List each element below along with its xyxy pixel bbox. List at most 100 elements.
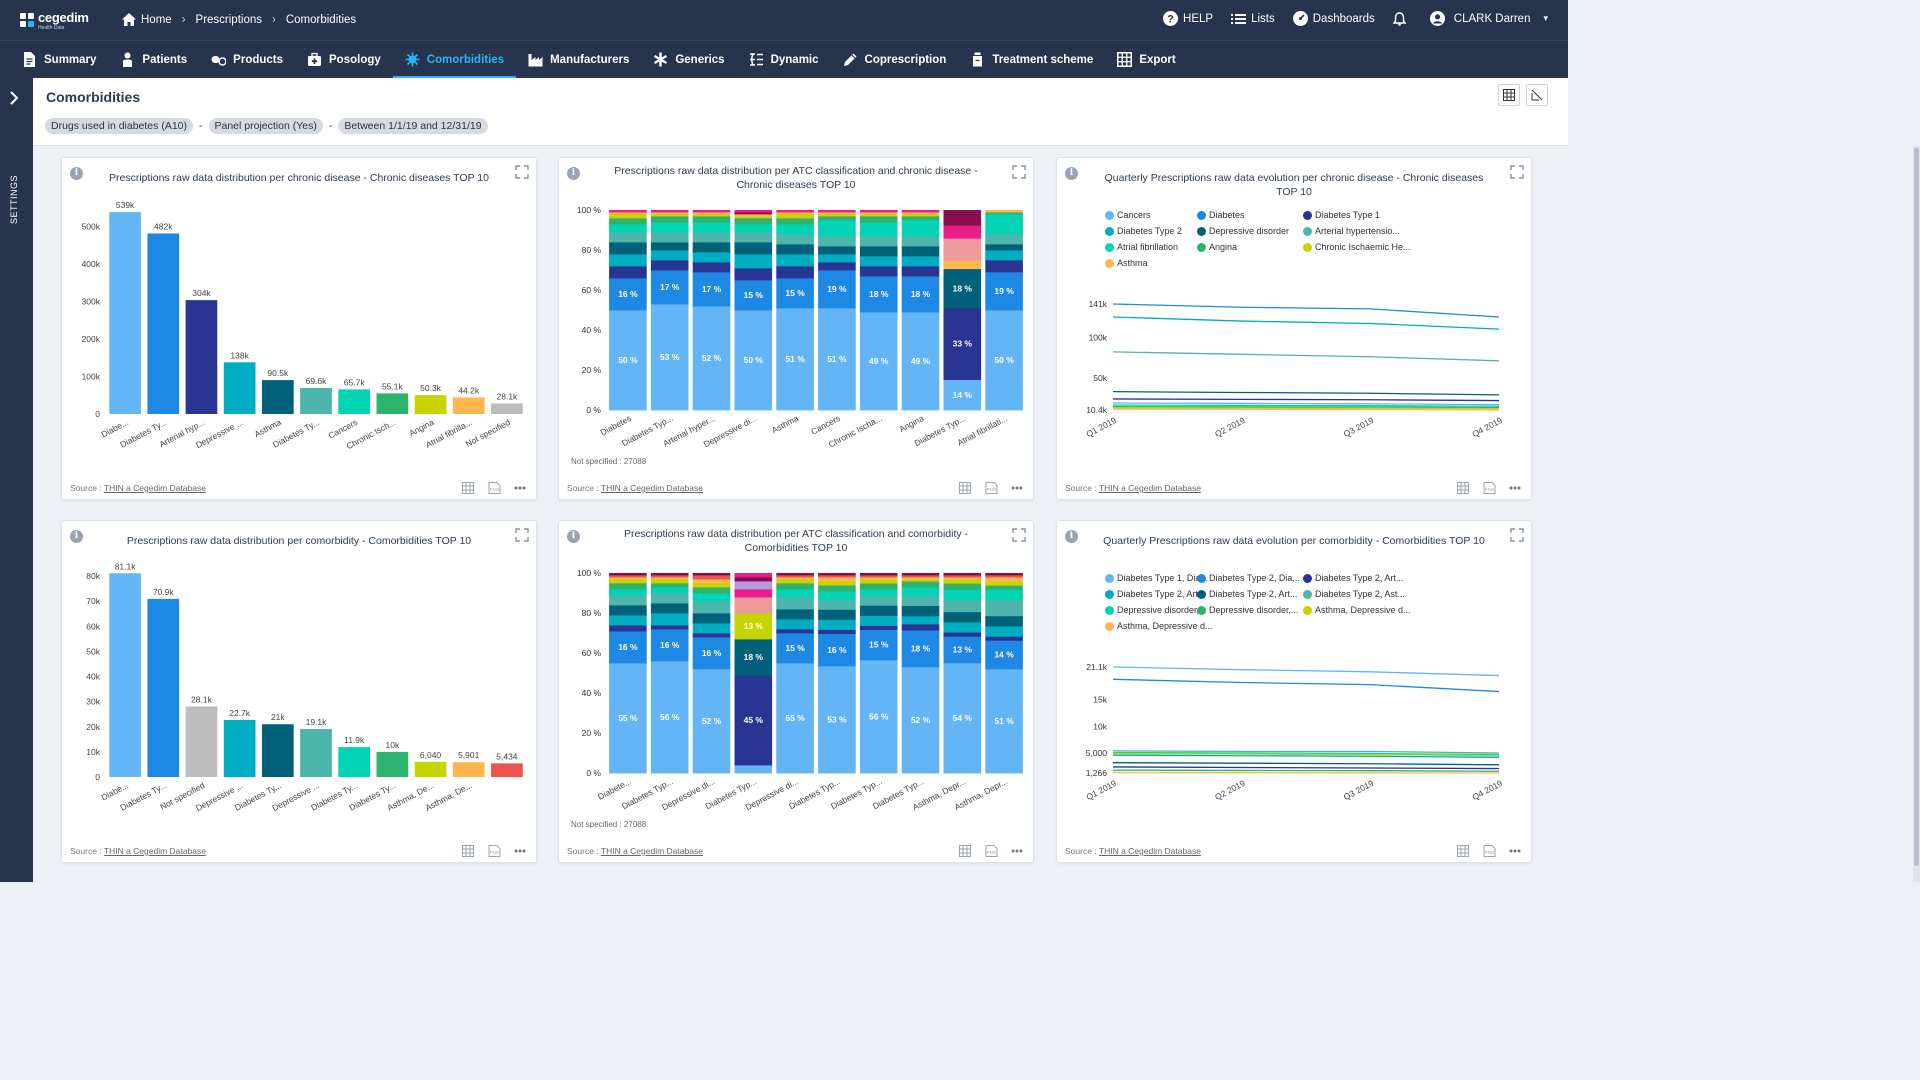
menu-item-patients[interactable]: Patients (108, 41, 199, 78)
segment-data-label: 17 % (702, 284, 722, 294)
expand-icon[interactable] (1012, 528, 1026, 542)
legend-item[interactable]: Diabetes Type 2, Art... (1197, 589, 1297, 599)
more-icon (1509, 849, 1521, 853)
menu-item-summary[interactable]: Summary (10, 41, 108, 78)
breadcrumb-home[interactable]: Home (141, 13, 172, 26)
source-link[interactable]: THIN a Cegedim Database (1098, 483, 1201, 493)
info-icon[interactable]: i (1065, 167, 1078, 180)
table-view-button[interactable] (1453, 843, 1473, 859)
info-icon[interactable]: i (70, 167, 83, 180)
cegedim-logo[interactable]: cegedim Health Data (20, 10, 89, 31)
legend-item[interactable]: Diabetes Type 2, Art... (1105, 589, 1205, 599)
more-options-button[interactable] (510, 480, 530, 496)
menu-item-export[interactable]: Export (1105, 41, 1187, 78)
stacked-segment (859, 579, 898, 584)
stacked-segment (650, 661, 689, 774)
stacked-segment (943, 268, 982, 309)
info-icon[interactable]: i (1065, 530, 1078, 543)
source-link[interactable]: THIN a Cegedim Database (103, 846, 206, 856)
table-view-button[interactable] (1453, 480, 1473, 496)
expand-icon[interactable] (1510, 165, 1524, 179)
png-export-button[interactable]: PNG (484, 480, 504, 496)
table-view-button[interactable] (458, 843, 478, 859)
legend-item[interactable]: Asthma, Depressive d... (1303, 605, 1411, 615)
legend-item[interactable]: Diabetes Type 1, Dia... (1105, 573, 1208, 583)
legend-item[interactable]: Cancers (1105, 210, 1151, 220)
png-export-button[interactable]: PNG (981, 843, 1001, 859)
legend-item[interactable]: Asthma (1105, 258, 1148, 268)
legend-item[interactable]: Diabetes Type 2, Ast... (1303, 589, 1405, 599)
source-link[interactable]: THIN a Cegedim Database (600, 846, 703, 856)
series-line (1112, 398, 1500, 402)
png-export-button[interactable]: PNG (981, 480, 1001, 496)
notifications-button[interactable] (1392, 11, 1406, 26)
filter-chip-period[interactable]: Between 1/1/19 and 12/31/19 (338, 118, 488, 134)
menu-item-coprescription[interactable]: Coprescription (831, 41, 959, 78)
info-icon[interactable]: i (70, 530, 83, 543)
legend-item[interactable]: Diabetes Type 2, Art... (1303, 573, 1403, 583)
breadcrumb-prescriptions[interactable]: Prescriptions (195, 13, 262, 26)
legend-item[interactable]: Depressive disorder,... (1197, 605, 1299, 615)
legend-item[interactable]: Chronic Ischaemic He... (1303, 242, 1411, 252)
table-view-button[interactable] (955, 480, 975, 496)
chart-title: Quarterly Prescriptions raw data evoluti… (1103, 535, 1485, 547)
more-options-button[interactable] (1505, 843, 1525, 859)
legend-item[interactable]: Diabetes Type 1 (1303, 210, 1380, 220)
table-view-button[interactable] (1498, 84, 1520, 106)
source-link[interactable]: THIN a Cegedim Database (1098, 846, 1201, 856)
settings-sidebar[interactable]: SETTINGS (0, 78, 33, 882)
legend-item[interactable]: Asthma, Depressive d... (1105, 621, 1213, 631)
legend-swatch (1303, 210, 1312, 220)
source-link[interactable]: THIN a Cegedim Database (103, 483, 206, 493)
table-view-button[interactable] (955, 843, 975, 859)
legend-item[interactable]: Depressive disorder,... (1105, 605, 1207, 615)
logo-mark-icon (20, 13, 34, 27)
page-scrollbar[interactable] (1913, 146, 1920, 882)
scrollbar-thumb[interactable] (1914, 148, 1919, 866)
lists-button[interactable]: Lists (1231, 13, 1275, 25)
filter-chip-projection[interactable]: Panel projection (Yes) (208, 118, 323, 134)
menu-item-label: Summary (44, 53, 97, 66)
more-options-button[interactable] (1007, 480, 1027, 496)
legend-item[interactable]: Depressive disorder (1197, 226, 1289, 236)
png-export-button[interactable]: PNG (1479, 843, 1499, 859)
stacked-segment (818, 220, 856, 237)
legend-item[interactable]: Angina (1197, 242, 1237, 252)
expand-icon[interactable] (515, 528, 529, 542)
more-options-button[interactable] (1505, 480, 1525, 496)
menu-item-dynamic[interactable]: Dynamic (737, 41, 831, 78)
png-export-button[interactable]: PNG (1479, 480, 1499, 496)
info-icon[interactable]: i (567, 530, 580, 543)
menu-item-manufacturers[interactable]: Manufacturers (516, 41, 641, 78)
menu-item-products[interactable]: Products (199, 41, 295, 78)
legend-item[interactable]: Diabetes Type 2, Dia... (1197, 573, 1300, 583)
stacked-segment (609, 224, 647, 233)
stacked-segment (901, 630, 940, 668)
legend-item[interactable]: Atrial fibrillation (1105, 242, 1178, 252)
table-view-button[interactable] (458, 480, 478, 496)
menu-item-posology[interactable]: Posology (295, 41, 393, 78)
menu-item-generics[interactable]: Generics (641, 41, 736, 78)
more-options-button[interactable] (510, 843, 530, 859)
png-export-button[interactable]: PNG (484, 843, 504, 859)
filter-chip-drugs[interactable]: Drugs used in diabetes (A10) (45, 118, 193, 134)
settings-label: SETTINGS (9, 175, 19, 225)
source-link[interactable]: THIN a Cegedim Database (600, 483, 703, 493)
expand-icon[interactable] (1012, 165, 1026, 179)
help-button[interactable]: ? HELP (1163, 11, 1213, 26)
menu-item-treatment-scheme[interactable]: Treatment scheme (958, 41, 1105, 78)
x-tick-label: Q3 2019 (1342, 415, 1376, 439)
chevron-right-icon[interactable] (9, 91, 19, 105)
legend-item[interactable]: Diabetes Type 2 (1105, 226, 1182, 236)
svg-text:PNG: PNG (986, 850, 996, 855)
legend-item[interactable]: Diabetes (1197, 210, 1245, 220)
dashboards-button[interactable]: Dashboards (1292, 11, 1375, 26)
legend-item[interactable]: Arterial hypertensio... (1303, 226, 1400, 236)
expand-icon[interactable] (1510, 528, 1524, 542)
more-options-button[interactable] (1007, 843, 1027, 859)
user-menu[interactable]: CLARK Darren ▾ (1429, 11, 1548, 26)
chart-view-button[interactable] (1526, 84, 1548, 106)
expand-icon[interactable] (515, 165, 529, 179)
menu-item-comorbidities[interactable]: Comorbidities (392, 41, 517, 78)
info-icon[interactable]: i (567, 167, 580, 180)
